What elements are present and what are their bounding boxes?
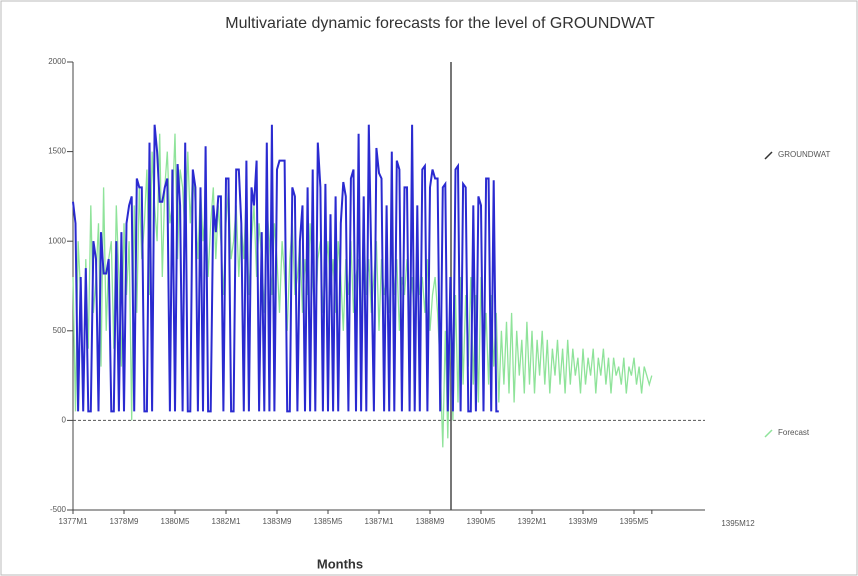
series-line [72,124,499,413]
x-tick-label: 1390M5 [467,517,496,526]
y-tick-label: 1500 [48,147,66,156]
y-tick-label: 500 [53,326,67,335]
x-tick-label: 1395M12 [721,519,755,528]
x-axis-label: Months [317,556,363,571]
x-tick-label: 1378M9 [110,517,139,526]
legend-label: GROUNDWAT [778,150,831,159]
x-tick-label: 1383M9 [263,517,292,526]
x-tick-label: 1385M5 [314,517,343,526]
x-tick-label: 1377M1 [59,517,88,526]
x-tick-label: 1388M9 [416,517,445,526]
y-tick-label: 1000 [48,236,66,245]
legend-key [764,151,773,160]
x-tick-label: 1380M5 [161,517,190,526]
x-tick-label: 1393M9 [569,517,598,526]
x-tick-label: 1392M1 [518,517,547,526]
x-tick-label: 1382M1 [212,517,241,526]
legend-key [764,429,773,438]
y-tick-label: -500 [50,505,67,514]
x-tick-label: 1387M1 [365,517,394,526]
y-tick-label: 2000 [48,57,66,66]
x-tick-label: 1395M5 [620,517,649,526]
chart-title: Multivariate dynamic forecasts for the l… [225,15,655,32]
y-tick-label: 0 [62,416,67,425]
legend-label: Forecast [778,428,810,437]
